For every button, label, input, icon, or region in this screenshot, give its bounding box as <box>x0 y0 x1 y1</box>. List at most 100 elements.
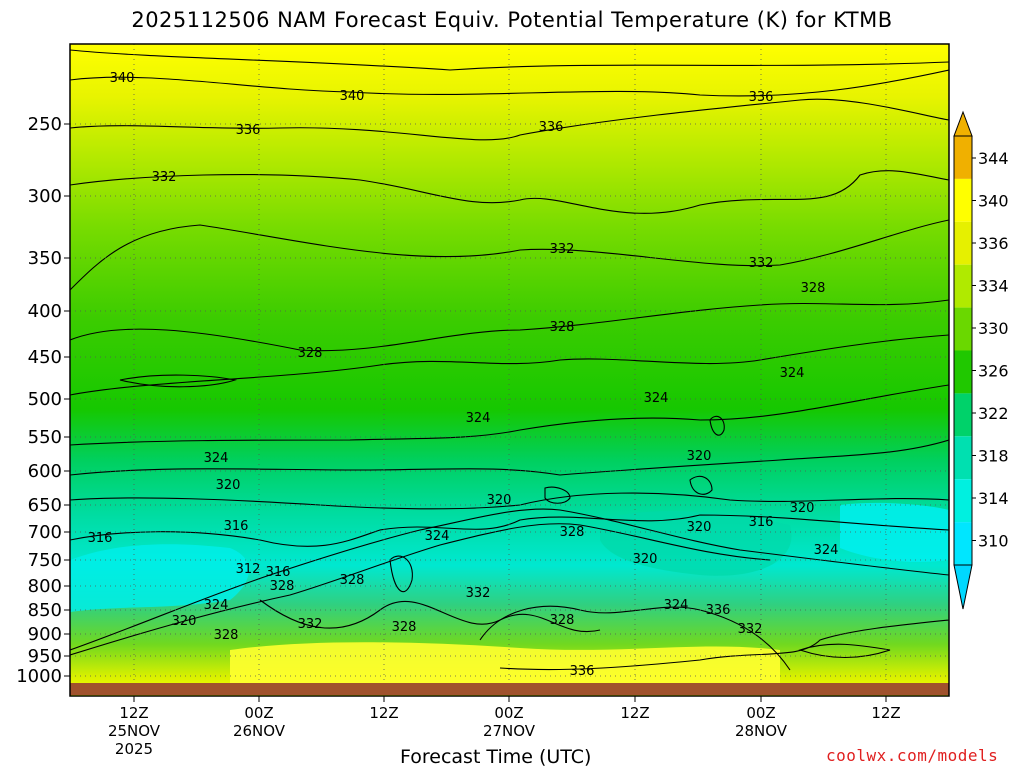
contour-line <box>798 643 891 659</box>
colorbar-segment <box>954 522 972 565</box>
colorbar-tick-label: 310 <box>978 532 1009 551</box>
contour-label: 328 <box>550 613 575 628</box>
contour-line <box>70 334 949 396</box>
y-tick-label: 350 <box>28 248 62 269</box>
x-tick-label: 00Z <box>494 704 523 722</box>
chart-title: 2025112506 NAM Forecast Equiv. Potential… <box>131 8 893 32</box>
x-tick-label: 25NOV <box>108 722 161 740</box>
y-tick-label: 750 <box>28 550 62 571</box>
contour-label: 332 <box>738 622 763 637</box>
x-tick-label: 2025 <box>115 740 153 758</box>
colorbar-segment <box>954 221 972 265</box>
contour-label: 340 <box>340 89 365 104</box>
contour-line <box>499 619 949 671</box>
contour-line <box>259 599 601 633</box>
contour-label: 316 <box>749 515 774 530</box>
y-tick-label: 950 <box>28 646 62 667</box>
contour-label: 336 <box>706 603 731 618</box>
contour-label: 320 <box>687 449 712 464</box>
contour-label: 332 <box>298 617 323 632</box>
contour-label: 324 <box>425 529 450 544</box>
contour-line <box>70 69 949 97</box>
colorbar-tick-label: 344 <box>978 149 1009 168</box>
contour-line <box>70 299 949 352</box>
colorbar-segment <box>954 307 972 351</box>
y-tick-label: 300 <box>28 186 62 207</box>
colorbar-frame <box>953 135 973 566</box>
x-axis-title: Forecast Time (UTC) <box>400 746 592 768</box>
x-tick-label: 12Z <box>369 704 398 722</box>
contour-label: 336 <box>749 90 774 105</box>
colorbar-segment <box>954 479 972 523</box>
contour-line <box>389 555 413 593</box>
contour-label: 316 <box>266 565 291 580</box>
colorbar-segment <box>954 436 972 480</box>
contour-label: 316 <box>88 531 113 546</box>
contour-label: 336 <box>570 664 595 679</box>
contour-label: 316 <box>224 519 249 534</box>
contour-label: 324 <box>204 451 229 466</box>
contour-label: 320 <box>633 552 658 567</box>
x-tick-label: 12Z <box>119 704 148 722</box>
contour-label: 324 <box>780 366 805 381</box>
contour-label: 324 <box>466 411 491 426</box>
y-tick-label: 400 <box>28 301 62 322</box>
contour-line <box>689 475 713 495</box>
contour-label: 328 <box>801 281 826 296</box>
contour-line <box>70 170 949 214</box>
colorbar-bottom-arrow <box>953 564 973 610</box>
colorbar-tick-label: 336 <box>978 234 1009 253</box>
contour-label: 324 <box>644 391 669 406</box>
contour-line <box>70 98 949 141</box>
contour-label: 320 <box>790 501 815 516</box>
colorbar-tick-label: 330 <box>978 319 1009 338</box>
contour-label: 328 <box>550 320 575 335</box>
colorbar-tick-label: 326 <box>978 362 1009 381</box>
contour-label: 324 <box>204 598 229 613</box>
cyan-patch-right <box>840 502 949 562</box>
contour-label: 324 <box>814 543 839 558</box>
contour-line <box>70 508 949 651</box>
colorbar-top-arrow <box>953 110 973 137</box>
contour-label: 328 <box>214 628 239 643</box>
contour-label: 332 <box>152 170 177 185</box>
y-tick-label: 700 <box>28 522 62 543</box>
x-tick-label: 26NOV <box>233 722 286 740</box>
contour-line <box>544 486 571 504</box>
x-tick-label: 12Z <box>871 704 900 722</box>
colorbar-segment <box>954 136 972 179</box>
contour-label: 324 <box>664 598 689 613</box>
contour-line <box>70 439 949 476</box>
contour-label: 312 <box>236 562 261 577</box>
contour-line <box>70 492 949 510</box>
colorbar-tick-label: 322 <box>978 404 1009 423</box>
y-tick-label: 250 <box>28 114 62 135</box>
colorbar-tick-label: 318 <box>978 447 1009 466</box>
teal-patch-mid <box>600 510 792 576</box>
source-watermark: coolwx.com/models <box>826 746 999 765</box>
contour-label: 332 <box>550 242 575 257</box>
y-tick-label: 1000 <box>16 666 62 687</box>
x-tick-label: 28NOV <box>735 722 788 740</box>
yellow-patch-bottom <box>230 642 780 684</box>
x-tick-label: 00Z <box>746 704 775 722</box>
colorbar-segment <box>954 178 972 222</box>
y-tick-label: 900 <box>28 624 62 645</box>
contour-label: 340 <box>110 71 135 86</box>
cyan-patch-left <box>70 544 249 612</box>
colorbar-segment <box>954 350 972 394</box>
y-tick-label: 450 <box>28 347 62 368</box>
y-tick-label: 500 <box>28 389 62 410</box>
x-tick-label: 27NOV <box>483 722 536 740</box>
contour-line <box>119 374 238 388</box>
contour-label: 320 <box>687 520 712 535</box>
y-tick-label: 550 <box>28 427 62 448</box>
ground-strip <box>70 683 949 695</box>
contour-line <box>70 384 949 446</box>
contour-label: 328 <box>392 620 417 635</box>
x-tick-label: 00Z <box>244 704 273 722</box>
colorbar-tick-label: 314 <box>978 489 1009 508</box>
y-tick-label: 650 <box>28 495 62 516</box>
contour-label: 336 <box>539 120 564 135</box>
